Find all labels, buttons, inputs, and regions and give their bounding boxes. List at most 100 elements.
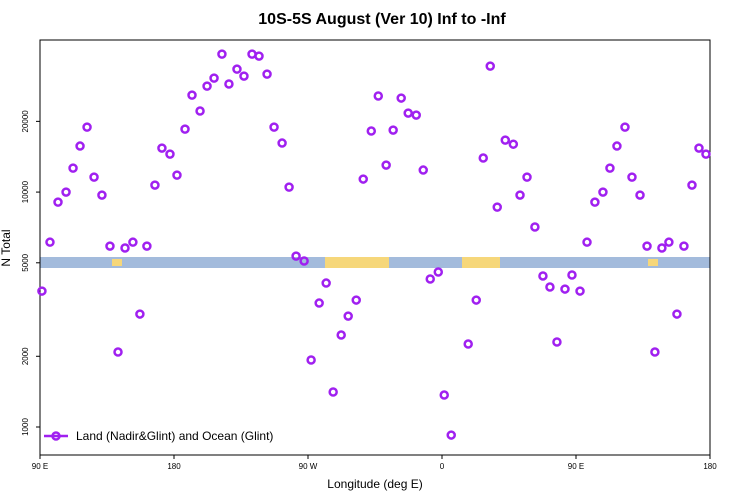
- point: [642, 241, 652, 251]
- y-tick-label: 2000: [21, 347, 30, 365]
- point: [567, 270, 577, 280]
- point: [195, 106, 205, 116]
- point: [538, 271, 548, 281]
- point: [582, 237, 592, 247]
- y-tick-label: 5000: [21, 253, 30, 271]
- y-tick-label: 20000: [21, 110, 30, 133]
- point: [701, 149, 711, 159]
- point: [679, 241, 689, 251]
- x-tick-label: 90 W: [299, 462, 318, 471]
- point: [82, 122, 92, 132]
- point: [89, 172, 99, 182]
- point: [306, 355, 316, 365]
- point: [68, 163, 78, 173]
- point: [217, 49, 227, 59]
- map-land: [112, 259, 122, 266]
- point: [299, 256, 309, 266]
- point: [232, 64, 242, 74]
- point: [105, 241, 115, 251]
- point: [485, 61, 495, 71]
- point: [142, 241, 152, 251]
- point: [262, 69, 272, 79]
- point: [202, 81, 212, 91]
- point: [135, 309, 145, 319]
- point: [113, 347, 123, 357]
- point: [239, 71, 249, 81]
- point: [269, 122, 279, 132]
- legend-marker: [51, 431, 61, 441]
- point: [366, 126, 377, 136]
- point: [433, 267, 444, 277]
- point: [530, 222, 540, 232]
- point: [37, 286, 47, 296]
- map-land: [648, 259, 658, 266]
- point: [284, 182, 294, 192]
- point: [358, 174, 368, 184]
- point: [627, 172, 637, 182]
- point: [291, 251, 301, 261]
- point: [396, 93, 406, 103]
- point: [560, 284, 570, 294]
- point: [53, 197, 63, 207]
- point: [209, 73, 219, 83]
- point: [687, 180, 697, 190]
- point: [351, 295, 361, 305]
- y-tick-label: 10000: [21, 180, 30, 203]
- point: [157, 143, 167, 153]
- x-tick-label: 90 E: [568, 462, 584, 471]
- point: [411, 110, 421, 120]
- map-land: [462, 257, 500, 268]
- point: [446, 430, 456, 440]
- point: [388, 125, 398, 135]
- point: [575, 286, 585, 296]
- y-tick-label: 1000: [21, 418, 30, 436]
- chart-title: 10S-5S August (Ver 10) Inf to -Inf: [258, 11, 506, 28]
- point: [471, 295, 481, 305]
- point: [224, 79, 234, 89]
- point: [321, 278, 331, 288]
- y-axis-label: N Total: [0, 229, 13, 266]
- point: [403, 108, 413, 118]
- point: [75, 141, 85, 151]
- point: [672, 309, 682, 319]
- point: [61, 187, 71, 197]
- point: [590, 197, 600, 207]
- point: [172, 170, 182, 180]
- point: [314, 298, 324, 308]
- point: [277, 138, 287, 148]
- point: [187, 90, 197, 100]
- point: [515, 190, 525, 200]
- point: [492, 202, 502, 212]
- point: [664, 237, 674, 247]
- point: [373, 91, 384, 101]
- point: [620, 122, 630, 132]
- point: [97, 190, 107, 200]
- point: [45, 237, 55, 247]
- point: [343, 311, 353, 321]
- point: [425, 274, 435, 284]
- point: [650, 347, 660, 357]
- point: [657, 243, 667, 253]
- point: [694, 143, 704, 153]
- point: [552, 337, 562, 347]
- point: [328, 387, 338, 397]
- point: [635, 190, 645, 200]
- x-tick-label: 180: [703, 462, 717, 471]
- point: [545, 282, 555, 292]
- x-tick-label: 0: [440, 462, 445, 471]
- point: [336, 330, 346, 340]
- x-tick-label: 90 E: [32, 462, 48, 471]
- point: [598, 187, 608, 197]
- point: [612, 141, 622, 151]
- x-tick-label: 180: [167, 462, 181, 471]
- point: [180, 124, 190, 134]
- point: [508, 139, 519, 149]
- point: [463, 339, 473, 349]
- point: [439, 390, 449, 400]
- point: [150, 180, 160, 190]
- point: [605, 163, 615, 173]
- x-axis-label: Longitude (deg E): [327, 477, 422, 491]
- point: [478, 153, 488, 163]
- map-land: [325, 257, 389, 268]
